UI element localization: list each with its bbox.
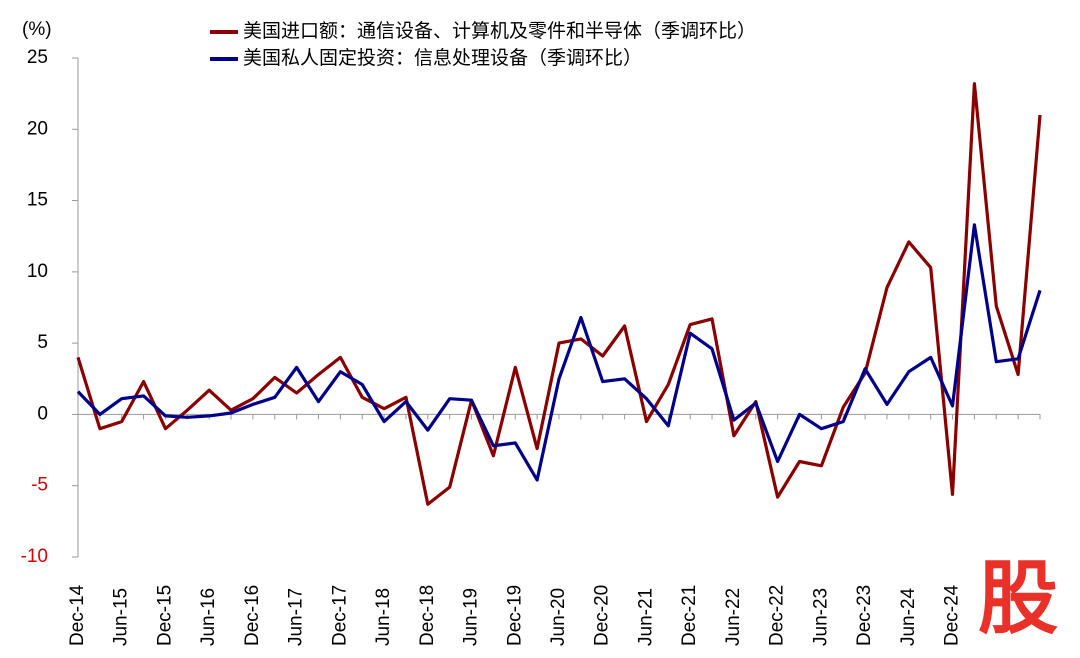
x-tick-label: Dec-17 [329, 585, 350, 646]
line-series [76, 82, 1042, 506]
y-tick-label: 0 [37, 403, 48, 424]
x-tick-label: Jun-17 [286, 588, 307, 646]
x-tick-label: Dec-24 [942, 584, 963, 646]
y-tick-label: 15 [27, 190, 48, 211]
y-tick-label: 10 [27, 261, 48, 282]
legend-label: 美国私人固定投资：信息处理设备（季调环比） [243, 47, 642, 69]
legend-label: 美国进口额：通信设备、计算机及零件和半导体（季调环比） [243, 20, 756, 42]
x-tick-label: Jun-16 [198, 588, 219, 646]
x-tick-label: Dec-20 [592, 585, 613, 646]
x-tick-label: Dec-15 [154, 585, 175, 646]
x-tick-label: Jun-20 [548, 588, 569, 646]
y-tick-label: 25 [27, 47, 48, 68]
x-tick-label: Dec-14 [67, 584, 88, 646]
line-series [76, 223, 1042, 482]
x-tick-label: Dec-22 [767, 585, 788, 646]
x-tick-label: Dec-16 [242, 585, 263, 646]
y-tick-label: 20 [27, 118, 48, 139]
x-tick-label: Jun-23 [810, 588, 831, 646]
watermark: 股 [978, 554, 1058, 643]
x-tick-label: Jun-19 [461, 588, 482, 646]
x-tick-label: Jun-24 [898, 587, 919, 646]
y-tick-label: -10 [21, 546, 48, 567]
x-tick-label: Dec-18 [417, 585, 438, 646]
x-tick-label: Dec-19 [504, 585, 525, 646]
x-tick-label: Jun-18 [373, 588, 394, 646]
y-tick-label: -5 [31, 475, 48, 496]
x-tick-label: Dec-21 [679, 585, 700, 646]
x-tick-label: Jun-15 [111, 588, 132, 646]
y-tick-label: 5 [37, 332, 48, 353]
x-tick-label: Dec-23 [854, 585, 875, 646]
y-unit: (%) [22, 19, 52, 40]
x-tick-label: Jun-21 [635, 588, 656, 646]
x-tick-label: Jun-22 [723, 588, 744, 646]
